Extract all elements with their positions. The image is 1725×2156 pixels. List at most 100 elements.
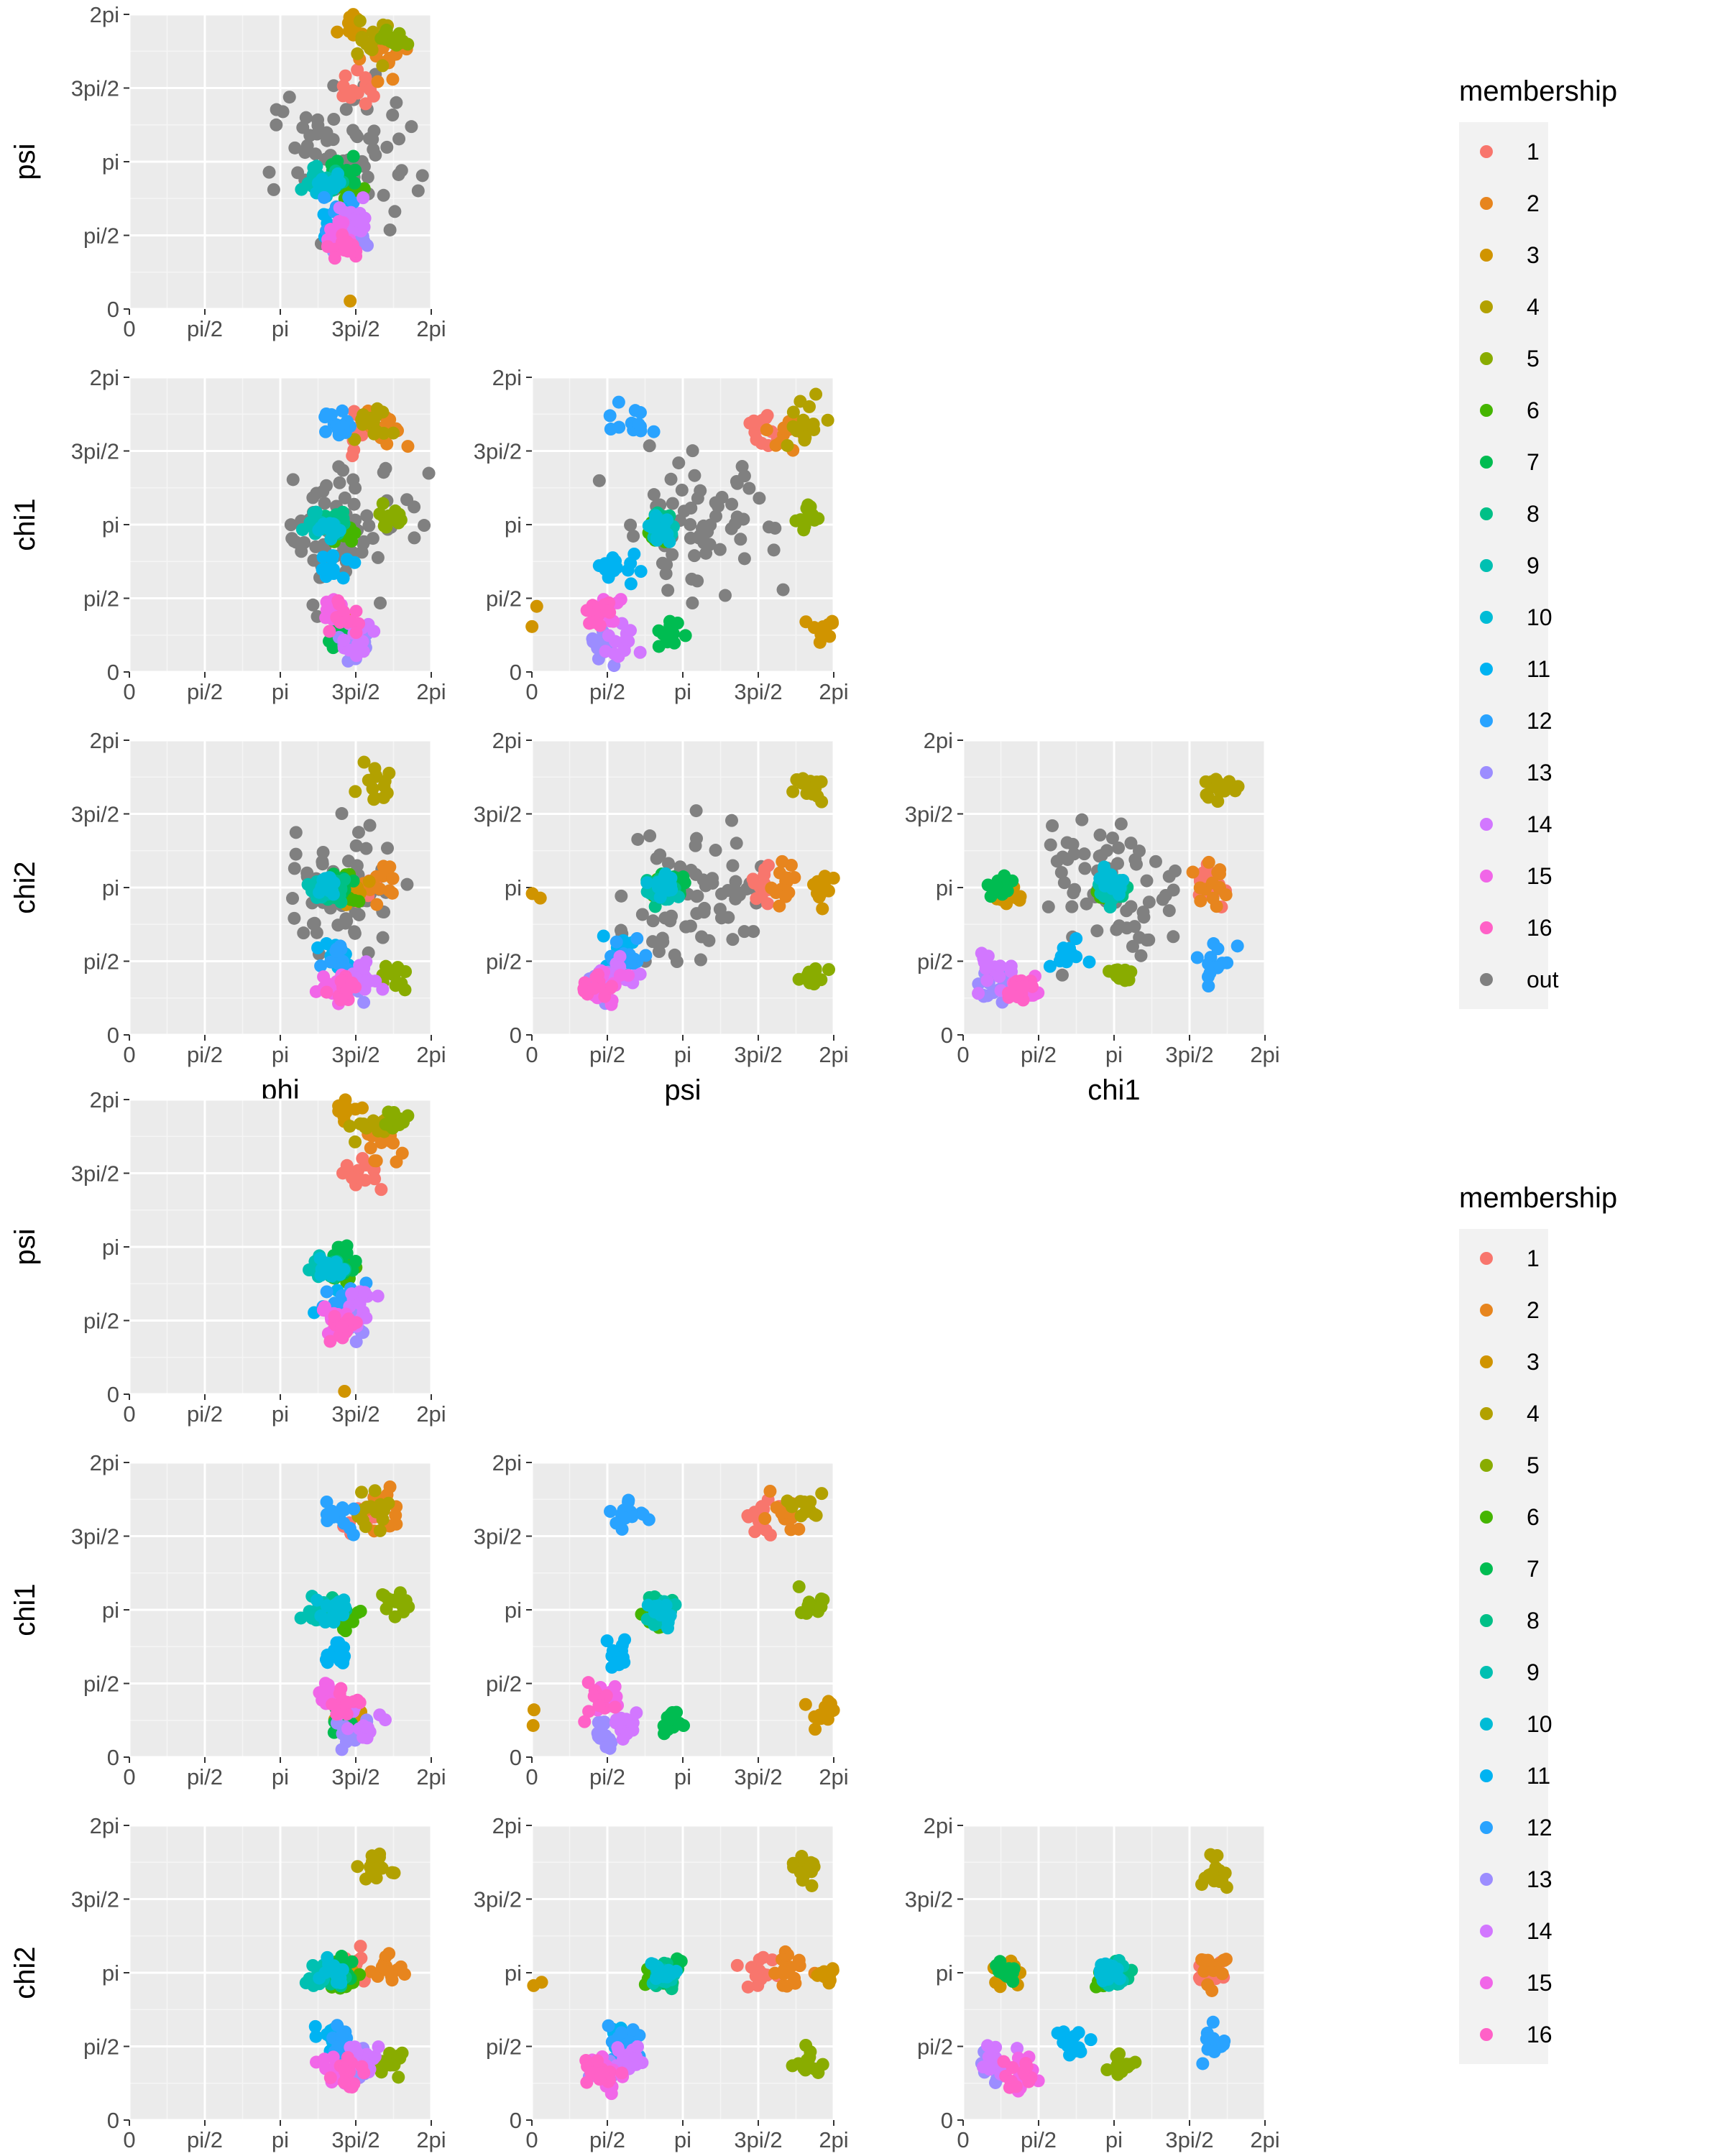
y-tick-label: pi/2 (83, 586, 119, 611)
point-out (1134, 949, 1148, 962)
point-out (310, 487, 323, 500)
legend-key-5 (1480, 352, 1493, 365)
point-4 (362, 773, 375, 787)
point-15 (313, 1686, 326, 1700)
point-11 (1043, 959, 1057, 973)
point-12 (639, 949, 653, 962)
point-2 (371, 75, 385, 88)
point-out (666, 497, 679, 510)
point-out (349, 905, 362, 918)
point-12 (319, 425, 333, 438)
point-11 (618, 1633, 632, 1646)
point-out (1105, 831, 1119, 845)
point-1 (761, 897, 775, 911)
point-2 (383, 860, 397, 874)
point-4 (351, 1860, 364, 1874)
point-out (615, 889, 628, 903)
point-out (286, 892, 300, 906)
legend-key-4 (1480, 1407, 1493, 1420)
point-5 (806, 973, 819, 987)
x-tick-label: 3pi/2 (331, 1764, 380, 1789)
point-11 (330, 1636, 344, 1649)
point-out (300, 139, 314, 152)
point-out (615, 923, 628, 937)
point-16 (593, 2073, 607, 2086)
point-12 (622, 1496, 635, 1509)
x-tick-label: 0 (525, 679, 538, 704)
point-15 (326, 2050, 340, 2064)
point-16 (330, 1708, 344, 1721)
point-4 (798, 433, 811, 447)
point-out (690, 890, 704, 903)
point-out (715, 887, 729, 900)
point-out (400, 877, 414, 891)
y-tick-label: pi (102, 1235, 119, 1260)
legend-key-1 (1480, 145, 1493, 158)
point-4 (368, 791, 382, 805)
legend-key-9 (1480, 1666, 1493, 1679)
panel-psi-vs-phi: 00 pi/2 pi/2 pi pi 3pi/2 3pi/2 2pi 2pi psi (9, 1087, 446, 1427)
point-5 (376, 497, 390, 510)
point-7 (989, 878, 1003, 892)
point-12 (626, 2023, 640, 2037)
point-out (734, 533, 748, 546)
legend-key-12 (1480, 714, 1493, 727)
point-2 (1205, 1984, 1219, 1997)
legend-label: 13 (1527, 760, 1552, 786)
point-16 (608, 1700, 622, 1714)
point-16 (339, 236, 353, 249)
point-4 (349, 785, 362, 798)
point-1 (754, 1972, 768, 1986)
point-14 (620, 1713, 633, 1726)
point-out (1055, 968, 1069, 982)
point-10 (330, 1976, 344, 1989)
point-4 (355, 34, 369, 47)
point-12 (612, 395, 625, 409)
point-2 (760, 423, 773, 437)
point-4 (794, 1866, 807, 1879)
panel-chi2-vs-chi1: 00 pi/2 pi/2 pi pi 3pi/2 3pi/2 2pi 2pi chi1 (905, 728, 1280, 1106)
point-7 (331, 155, 344, 168)
point-out (650, 852, 663, 865)
y-tick-label: 2pi (492, 728, 522, 753)
point-3 (818, 870, 832, 883)
point-15 (610, 1690, 623, 1703)
point-4 (376, 59, 390, 73)
point-10 (651, 1604, 665, 1618)
legend-label: 15 (1527, 1970, 1552, 1996)
point-7 (670, 1952, 684, 1966)
point-out (675, 483, 689, 497)
point-2 (368, 1154, 382, 1168)
legend-label: 7 (1527, 1556, 1540, 1582)
y-axis-title: chi1 (9, 498, 41, 550)
point-12 (604, 1505, 617, 1519)
x-tick-label: 3pi/2 (331, 2127, 380, 2152)
point-out (335, 807, 349, 821)
point-14 (351, 637, 364, 651)
y-tick-label: pi (102, 149, 119, 175)
point-15 (324, 223, 338, 236)
point-11 (1070, 932, 1083, 946)
y-tick-label: 3pi/2 (71, 1161, 119, 1186)
y-axis-title: chi1 (9, 1583, 41, 1636)
point-2 (395, 1146, 409, 1160)
point-14 (972, 987, 985, 1000)
point-out (289, 847, 303, 861)
y-tick-label: 0 (107, 1745, 119, 1770)
point-1 (748, 1525, 762, 1539)
point-16 (581, 1676, 595, 1690)
point-1 (340, 1158, 354, 1172)
point-7 (677, 1719, 691, 1733)
point-10 (1116, 874, 1130, 888)
point-16 (321, 240, 334, 254)
point-out (377, 466, 390, 479)
point-10 (320, 519, 334, 533)
legend-label: 6 (1527, 1504, 1540, 1530)
x-tick-label: 2pi (1250, 2127, 1279, 2152)
point-4 (348, 433, 362, 446)
y-tick-label: pi (505, 875, 522, 900)
legend-key-15 (1480, 870, 1493, 883)
point-12 (331, 2019, 344, 2032)
point-3 (1013, 890, 1027, 903)
